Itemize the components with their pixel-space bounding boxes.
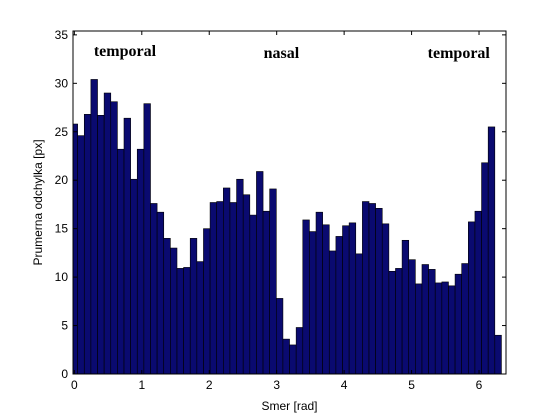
bar (269, 188, 277, 375)
bar (408, 259, 416, 375)
bar (189, 238, 198, 375)
bar (176, 268, 184, 375)
bar (454, 273, 462, 375)
annotation-label: temporal (94, 43, 157, 60)
bar (117, 148, 125, 375)
bar (295, 327, 304, 375)
bar (368, 203, 376, 375)
bar (143, 103, 151, 375)
bar (348, 222, 357, 375)
y-tick-label: 15 (55, 222, 69, 236)
bar (342, 225, 350, 375)
y-tick-label: 20 (55, 173, 69, 187)
bar (170, 247, 178, 375)
bar (242, 194, 251, 375)
bar (468, 221, 476, 375)
bar (289, 344, 297, 375)
bar (401, 239, 410, 375)
bar (209, 202, 218, 375)
bar (315, 211, 323, 375)
bar (421, 264, 429, 375)
bar (395, 268, 403, 375)
bar (229, 202, 237, 375)
bar (355, 253, 363, 375)
bar (362, 201, 370, 375)
bar (375, 208, 383, 375)
bar (487, 126, 496, 375)
annotations-group: temporal nasal temporal (94, 43, 491, 62)
annotation-label: temporal (428, 45, 491, 62)
y-tick-label: 35 (55, 28, 69, 42)
bar (388, 270, 396, 375)
bar (183, 267, 191, 375)
bar (130, 178, 138, 375)
bar (441, 281, 449, 375)
bar (428, 269, 436, 375)
bar (103, 92, 112, 375)
bar (322, 224, 330, 375)
x-tick-label: 1 (138, 378, 145, 392)
x-tick-label: 4 (341, 378, 348, 392)
bar (302, 219, 310, 375)
bar (249, 214, 257, 375)
x-axis-ticks: 0 1 2 3 4 5 6 (71, 31, 483, 392)
y-axis-label: Prumerna odchylka [px] (31, 139, 45, 265)
y-tick-label: 30 (55, 76, 69, 90)
bar (136, 148, 145, 375)
y-tick-label: 10 (55, 270, 69, 284)
x-axis-label: Smer [rad] (261, 399, 317, 413)
y-tick-label: 5 (61, 319, 68, 333)
bar (72, 123, 78, 375)
bar (90, 79, 98, 375)
bar (335, 236, 343, 375)
x-tick-label: 6 (476, 378, 483, 392)
x-tick-label: 2 (206, 378, 213, 392)
bar (434, 282, 443, 375)
y-tick-label: 25 (55, 125, 69, 139)
bar (163, 238, 171, 375)
bar (196, 261, 204, 375)
bar (223, 187, 231, 375)
x-tick-label: 5 (408, 378, 415, 392)
bar (150, 203, 158, 375)
x-tick-label: 0 (71, 378, 78, 392)
bar (481, 162, 489, 375)
bar (448, 285, 456, 375)
bar (415, 283, 423, 375)
bar (494, 334, 502, 375)
annotation-label: nasal (264, 45, 300, 62)
bar (461, 263, 469, 375)
x-tick-label: 3 (273, 378, 280, 392)
bar (110, 101, 118, 375)
bar (381, 223, 390, 375)
bar (309, 231, 317, 375)
bar (203, 228, 211, 375)
bar (262, 210, 270, 375)
bar (83, 114, 92, 375)
bar (123, 117, 131, 375)
bar (236, 178, 244, 375)
bar (77, 135, 85, 375)
bar (97, 115, 105, 375)
bar (474, 210, 482, 375)
bar (256, 171, 264, 375)
bar (275, 298, 284, 375)
y-axis-ticks: 0 5 10 15 20 25 30 35 (55, 28, 506, 381)
bar (216, 201, 224, 375)
bar (156, 211, 165, 375)
bar (328, 250, 337, 375)
bar (282, 338, 290, 375)
plot-frame (72, 30, 507, 375)
y-tick-label: 0 (61, 367, 68, 381)
